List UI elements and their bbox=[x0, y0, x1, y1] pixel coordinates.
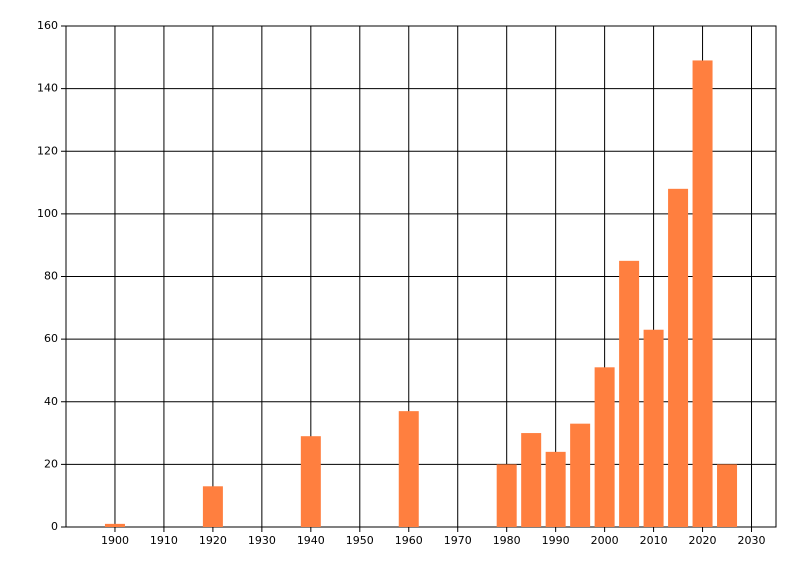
y-tick-label: 160 bbox=[37, 19, 58, 32]
x-tick-label: 2010 bbox=[640, 534, 668, 547]
y-tick-label: 40 bbox=[44, 395, 58, 408]
bar bbox=[643, 329, 664, 527]
bar bbox=[717, 464, 738, 527]
y-tick-label: 20 bbox=[44, 457, 58, 470]
x-tick-label: 1950 bbox=[346, 534, 374, 547]
y-tick-label: 140 bbox=[37, 82, 58, 95]
x-tick-label: 1920 bbox=[199, 534, 227, 547]
bar bbox=[545, 451, 566, 527]
bar bbox=[496, 464, 517, 527]
bar bbox=[668, 188, 689, 527]
bar bbox=[398, 411, 419, 527]
y-tick-label: 100 bbox=[37, 207, 58, 220]
x-tick-label: 1960 bbox=[395, 534, 423, 547]
x-tick-label: 1900 bbox=[101, 534, 129, 547]
bar bbox=[521, 433, 542, 527]
y-tick-label: 120 bbox=[37, 144, 58, 157]
y-tick-label: 80 bbox=[44, 270, 58, 283]
y-tick-label: 60 bbox=[44, 332, 58, 345]
x-tick-label: 1970 bbox=[444, 534, 472, 547]
x-tick-label: 2000 bbox=[591, 534, 619, 547]
x-tick-label: 2030 bbox=[738, 534, 766, 547]
y-tick-label: 0 bbox=[51, 520, 58, 533]
x-tick-label: 2020 bbox=[689, 534, 717, 547]
bar bbox=[202, 486, 223, 527]
bar bbox=[104, 523, 125, 527]
bar bbox=[692, 60, 713, 527]
x-tick-label: 1990 bbox=[542, 534, 570, 547]
bar bbox=[300, 436, 321, 527]
x-tick-label: 1930 bbox=[248, 534, 276, 547]
bar bbox=[570, 423, 591, 527]
bar bbox=[594, 367, 615, 527]
bar bbox=[619, 260, 640, 527]
x-tick-label: 1980 bbox=[493, 534, 521, 547]
x-tick-label: 1940 bbox=[297, 534, 325, 547]
x-tick-label: 1910 bbox=[150, 534, 178, 547]
